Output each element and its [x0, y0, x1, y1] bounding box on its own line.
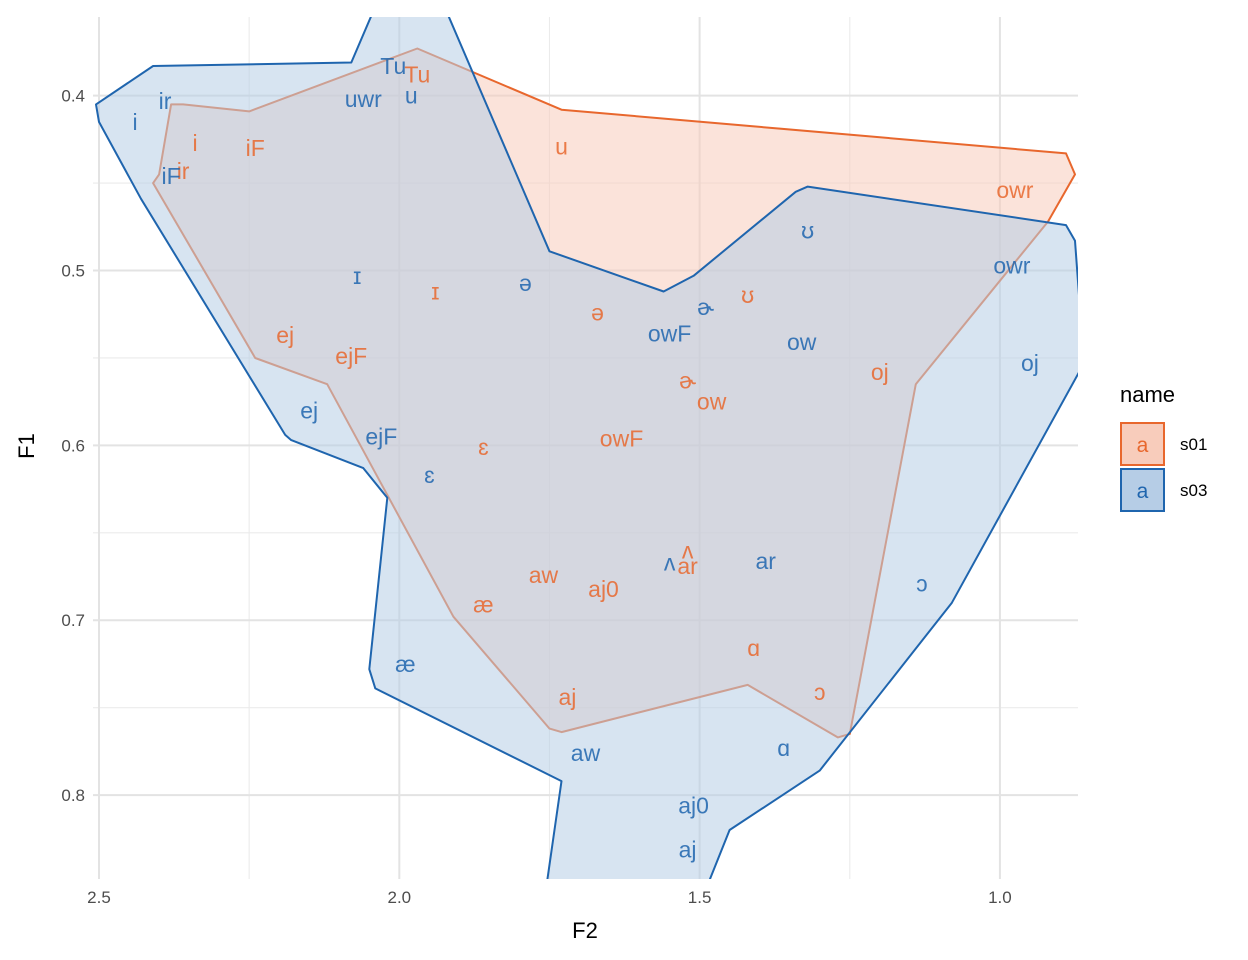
vowel-label-s01: ɑ — [747, 635, 760, 661]
x-tick-label: 1.0 — [988, 888, 1012, 907]
hull-s03 — [95, 17, 1078, 879]
vowel-label-s01: aw — [529, 562, 559, 588]
legend-title: name — [1120, 382, 1175, 407]
vowel-label-s03: Tu — [380, 53, 406, 79]
axes: 2.5 2.0 1.5 1.0 0.4 0.5 0.6 0.7 0.8 — [61, 87, 1011, 907]
vowel-label-s01: ejF — [335, 343, 367, 369]
vowel-label-s01: ɪ — [431, 279, 439, 305]
vowel-label-s01: ʌ — [682, 537, 694, 563]
vowel-label-s01: ir — [177, 158, 190, 184]
y-tick-label: 0.7 — [61, 611, 85, 630]
vowel-label-s01: aj — [559, 684, 577, 710]
legend-label-s01: s01 — [1180, 435, 1207, 454]
vowel-label-s03: ɚ — [697, 294, 714, 320]
vowel-label-s03: ɛ — [424, 462, 435, 488]
x-tick-label: 1.5 — [688, 888, 712, 907]
y-axis-title: F1 — [14, 433, 39, 459]
vowel-label-s01: Tu — [404, 62, 430, 88]
vowel-label-s01: ar — [677, 553, 698, 579]
vowel-label-s03: aw — [571, 740, 601, 766]
vowel-label-s01: u — [555, 133, 568, 159]
y-tick-label: 0.5 — [61, 262, 85, 281]
vowel-label-s03: aj — [679, 836, 697, 862]
vowel-label-s03: ejF — [365, 424, 397, 450]
x-tick-label: 2.0 — [387, 888, 411, 907]
vowel-label-s03: ʌ — [664, 550, 676, 576]
vowel-label-s03: oj — [1021, 350, 1039, 376]
vowel-label-s03: i — [132, 109, 137, 135]
legend-key-s03 — [1120, 468, 1165, 512]
vowel-label-s03: ə — [519, 270, 532, 296]
vowel-label-s03: ɪ — [353, 263, 361, 289]
vowel-label-s01: ə — [591, 299, 604, 325]
x-tick-label: 2.5 — [87, 888, 111, 907]
vowel-label-s01: owF — [600, 425, 643, 451]
legend: name a s01 a s03 — [1120, 382, 1207, 512]
vowel-label-s01: ej — [276, 322, 294, 348]
y-tick-label: 0.8 — [61, 786, 85, 805]
vowel-label-s03: ej — [300, 397, 318, 423]
vowel-label-s03: æ — [395, 651, 415, 677]
vowel-label-s03: uwr — [345, 86, 382, 112]
vowel-label-s03: owr — [993, 252, 1030, 278]
vowel-label-s01: aj0 — [588, 576, 619, 602]
vowel-label-s01: ɔ — [814, 679, 826, 705]
vowel-hulls — [95, 17, 1078, 879]
legend-key-s01 — [1120, 422, 1165, 466]
vowel-label-s01: ɚ — [679, 368, 696, 394]
vowel-label-s01: owr — [996, 177, 1033, 203]
vowel-label-s01: ow — [697, 389, 727, 415]
legend-key-glyph: a — [1137, 480, 1149, 503]
legend-key-glyph: a — [1137, 434, 1149, 457]
x-axis-title: F2 — [572, 918, 598, 943]
vowel-label-s01: oj — [871, 359, 889, 385]
legend-label-s03: s03 — [1180, 481, 1207, 500]
vowel-label-s01: ʊ — [741, 282, 754, 308]
vowel-label-s01: ɛ — [478, 434, 489, 460]
vowel-label-s01: iF — [246, 135, 265, 161]
vowel-label-s03: ar — [755, 548, 776, 574]
vowel-label-s03: ɑ — [777, 735, 790, 761]
vowel-label-s03: ɔ — [916, 571, 928, 597]
vowel-label-s01: i — [193, 130, 198, 156]
vowel-label-s03: ir — [159, 88, 172, 114]
vowel-label-s03: u — [405, 83, 418, 109]
y-tick-label: 0.4 — [61, 87, 85, 106]
y-tick-label: 0.6 — [61, 436, 85, 455]
vowel-label-s03: ʊ — [801, 217, 814, 243]
vowel-label-s03: iF — [161, 163, 180, 189]
vowel-label-s01: æ — [473, 591, 493, 617]
vowel-label-s03: aj0 — [678, 793, 709, 819]
vowel-label-s03: owF — [648, 320, 691, 346]
vowel-label-s03: ow — [787, 329, 817, 355]
